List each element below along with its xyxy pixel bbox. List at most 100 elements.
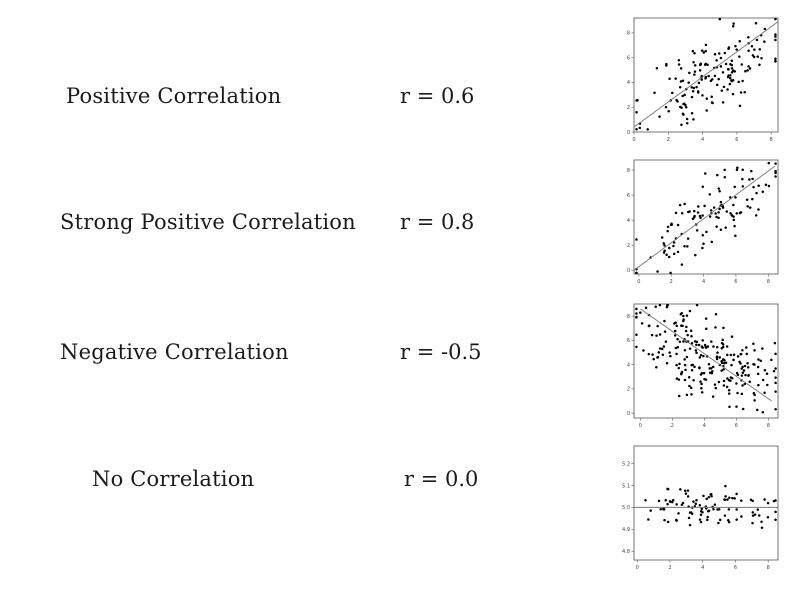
data-point — [689, 511, 693, 514]
data-point — [694, 253, 697, 257]
data-point — [751, 54, 755, 57]
data-point — [652, 357, 655, 361]
data-point — [713, 503, 717, 506]
data-point — [756, 508, 760, 511]
y-tick-label: 8 — [627, 31, 630, 37]
data-point — [685, 393, 689, 397]
data-point — [703, 343, 707, 347]
data-point — [726, 498, 729, 501]
data-point — [711, 395, 715, 398]
data-point — [732, 358, 735, 362]
x-tick-label: 8 — [767, 279, 770, 285]
y-tick-label: 5.2 — [622, 461, 630, 467]
data-point — [692, 86, 696, 90]
data-point — [724, 484, 727, 488]
data-point — [676, 345, 680, 349]
data-point — [726, 377, 729, 380]
data-point — [721, 101, 725, 104]
data-point — [751, 521, 754, 525]
data-point — [741, 384, 744, 387]
data-point — [663, 518, 666, 522]
data-point — [728, 405, 731, 408]
data-point — [773, 341, 777, 345]
data-point — [684, 492, 688, 495]
data-point — [698, 356, 702, 359]
data-point — [683, 358, 686, 361]
r-value: r = 0.8 — [400, 210, 475, 234]
data-point — [774, 381, 777, 385]
data-point — [695, 85, 698, 89]
data-point — [708, 215, 712, 218]
data-point — [774, 390, 777, 393]
data-point — [774, 17, 777, 21]
data-point — [695, 498, 698, 502]
y-tick-label: 2 — [627, 105, 630, 111]
data-point — [743, 90, 746, 94]
data-point — [649, 509, 652, 512]
data-point — [717, 77, 720, 81]
data-point — [735, 48, 738, 51]
data-point — [747, 35, 750, 39]
data-point — [662, 507, 665, 510]
data-point — [753, 513, 757, 516]
y-tick-label: 4 — [627, 218, 630, 224]
data-point — [715, 215, 718, 219]
data-point — [665, 305, 669, 309]
data-point — [689, 386, 693, 390]
data-point — [668, 351, 671, 354]
data-point — [716, 351, 719, 354]
data-point — [710, 101, 714, 104]
data-point — [733, 70, 737, 73]
data-point — [680, 212, 684, 215]
data-point — [752, 392, 756, 395]
data-point — [699, 62, 702, 66]
data-point — [755, 191, 758, 195]
data-point — [734, 196, 737, 199]
data-point — [765, 372, 769, 376]
data-point — [760, 57, 763, 60]
data-point — [717, 216, 720, 220]
data-point — [700, 372, 704, 375]
y-tick-label: 4 — [627, 362, 630, 368]
data-point — [699, 353, 703, 357]
data-point — [723, 168, 726, 172]
x-tick-label: 2 — [671, 423, 674, 429]
x-tick-label: 8 — [770, 137, 773, 143]
data-point — [741, 168, 744, 172]
data-point — [693, 52, 696, 55]
data-point — [693, 504, 697, 508]
data-point — [688, 384, 691, 388]
data-point — [717, 187, 721, 190]
data-point — [635, 316, 638, 319]
data-point — [734, 234, 737, 237]
data-point — [658, 115, 661, 118]
y-tick-label: 6 — [627, 55, 630, 61]
data-point — [763, 391, 766, 394]
data-point — [735, 518, 738, 521]
data-point — [732, 203, 735, 207]
scatter-plot-none: 0 2 4 6 8 4.8 4.9 5.0 5.1 5.2 — [622, 445, 779, 571]
data-point — [720, 369, 723, 372]
data-point — [753, 48, 756, 51]
data-point — [766, 516, 770, 519]
data-point — [745, 198, 749, 201]
data-point — [730, 59, 734, 63]
data-point — [635, 345, 638, 349]
data-point — [709, 492, 713, 496]
data-point — [701, 510, 704, 514]
data-point — [656, 356, 659, 359]
data-point — [717, 52, 721, 55]
data-point — [747, 49, 750, 52]
data-point — [774, 33, 777, 36]
data-point — [713, 53, 717, 56]
data-point — [749, 498, 753, 501]
data-point — [730, 79, 733, 83]
data-point — [663, 244, 666, 247]
data-point — [751, 511, 755, 514]
data-point — [701, 185, 705, 189]
data-point — [669, 500, 672, 503]
y-tick-label: 4.9 — [622, 527, 630, 533]
data-point — [740, 515, 743, 518]
row-label: Strong Positive Correlation — [60, 210, 356, 234]
data-point — [730, 67, 734, 70]
